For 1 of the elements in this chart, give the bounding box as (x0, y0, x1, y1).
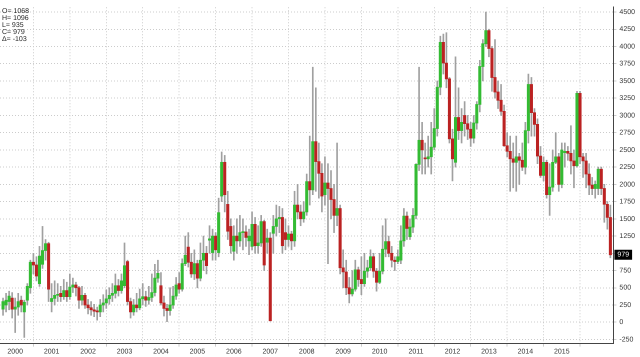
candlestick (241, 218, 244, 250)
